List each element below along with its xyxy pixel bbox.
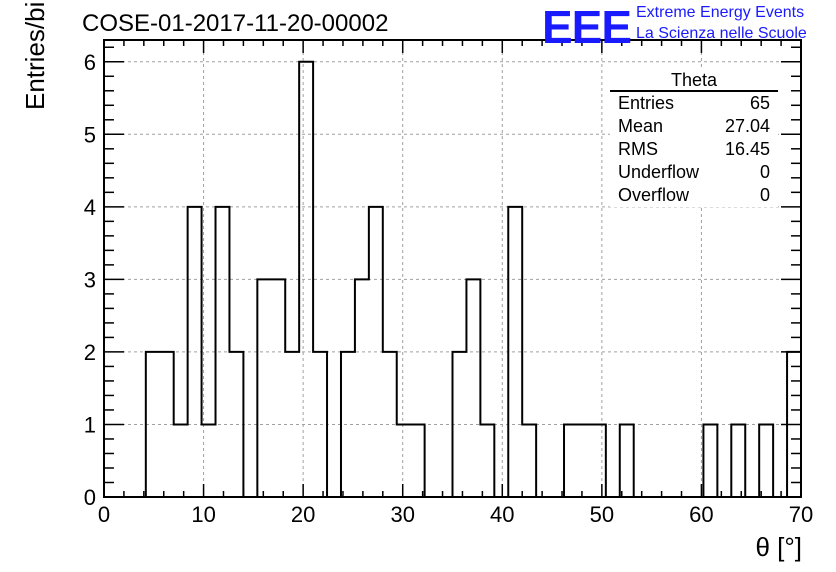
axis-ticks (103, 40, 802, 498)
x-tick-label: 20 (291, 502, 315, 527)
stats-title: Theta (610, 70, 778, 92)
x-tick-label: 60 (689, 502, 713, 527)
x-axis-label: θ [°] (755, 532, 802, 562)
eee-logo: EEE (542, 1, 632, 53)
x-tick-label: 40 (490, 502, 514, 527)
y-tick-label: 5 (84, 122, 96, 147)
tick-labels: 0 10 20 30 40 50 60 70 0 1 2 3 4 5 6 (84, 50, 813, 527)
logo-line2: La Scienza nelle Scuole (636, 25, 807, 42)
stats-label: Overflow (618, 185, 690, 205)
y-tick-label: 2 (84, 340, 96, 365)
histogram-bin (411, 424, 425, 497)
histogram-bin (578, 424, 592, 497)
histogram-bin (355, 279, 369, 497)
stats-label: Mean (618, 116, 664, 136)
histogram-bin (564, 424, 578, 497)
histogram-bin (703, 424, 717, 497)
stats-value: 0 (759, 185, 770, 205)
y-tick-label: 6 (84, 50, 96, 75)
stats-value: 65 (749, 93, 770, 113)
histogram-bin (257, 279, 271, 497)
stats-row: Mean 27.04 (610, 115, 778, 138)
y-tick-label: 0 (84, 485, 96, 510)
x-tick-label: 10 (191, 502, 215, 527)
histogram-bin (174, 424, 188, 497)
stats-label: Underflow (618, 162, 700, 182)
histogram-bin (620, 424, 634, 497)
histogram-bin (271, 279, 285, 497)
stats-value: 16.45 (724, 139, 770, 159)
x-tick-label: 70 (789, 502, 813, 527)
stats-label: Entries (618, 93, 675, 113)
y-tick-label: 3 (84, 267, 96, 292)
y-axis-label: Entries/bin (20, 0, 50, 110)
x-tick-label: 0 (98, 502, 110, 527)
plot-frame (103, 39, 802, 498)
stats-box: Theta Entries 65 Mean 27.04 RMS 16.45 Under… (610, 70, 778, 207)
stats-row: Underflow 0 (610, 161, 778, 184)
histogram-bin (522, 424, 536, 497)
y-tick-label: 1 (84, 412, 96, 437)
x-tick-label: 30 (390, 502, 414, 527)
histogram-bin (759, 424, 773, 497)
histogram-bin (216, 207, 230, 497)
histogram-bin (466, 279, 480, 497)
logo-line1: Extreme Energy Events (636, 4, 805, 21)
stats-value: 27.04 (724, 116, 770, 136)
stats-label: RMS (618, 139, 658, 159)
histogram-bin (299, 62, 313, 497)
stats-row: RMS 16.45 (610, 138, 778, 161)
histogram-bin (592, 424, 606, 497)
histogram-bin (731, 424, 745, 497)
stats-value: 0 (759, 162, 770, 182)
run-title: COSE-01-2017-11-20-00002 (82, 10, 389, 37)
y-tick-label: 4 (84, 195, 96, 220)
histogram-bin (480, 424, 494, 497)
stats-row: Overflow 0 (610, 184, 778, 207)
histogram-bin (397, 424, 411, 497)
x-tick-label: 50 (590, 502, 614, 527)
stats-row: Entries 65 (610, 92, 778, 115)
